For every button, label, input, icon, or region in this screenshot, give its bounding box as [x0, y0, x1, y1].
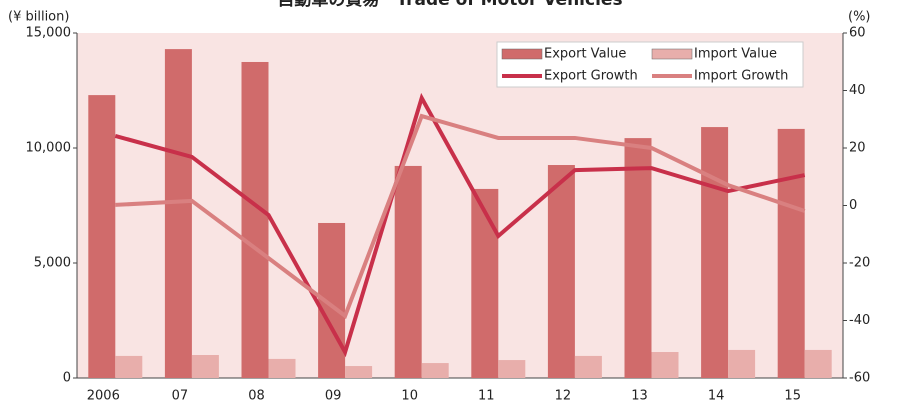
bar: [421, 363, 449, 378]
line: [114, 92, 806, 358]
bar: [268, 358, 296, 378]
x-tick-label: 11: [478, 389, 495, 404]
legend: [496, 41, 804, 88]
bar: [728, 349, 756, 378]
legend-label: Export Growth: [544, 69, 638, 84]
y2-axis-label: (%): [848, 10, 871, 25]
bar: [394, 165, 422, 378]
bar: [241, 61, 269, 378]
x-tick-label: 07: [172, 389, 189, 404]
legend-swatch: [501, 48, 543, 60]
bar: [701, 127, 729, 378]
bar: [624, 138, 652, 378]
y2-tick-label: 20: [849, 141, 866, 156]
y2-tick-label: 0: [849, 198, 857, 213]
y2-tick-label: -20: [849, 256, 870, 271]
bar: [191, 355, 219, 378]
legend-label: Import Growth: [694, 69, 788, 84]
bar: [777, 128, 805, 378]
bar: [804, 349, 832, 378]
bar: [88, 95, 116, 378]
y-tick-label: 10,000: [26, 141, 72, 156]
legend-swatch: [651, 48, 693, 60]
bar: [498, 360, 526, 378]
bar: [547, 165, 575, 378]
legend-label: Import Value: [694, 47, 777, 62]
y-tick-label: 15,000: [26, 26, 72, 41]
bar: [115, 355, 143, 378]
y-axis-label: (¥ billion): [8, 10, 69, 25]
line: [115, 113, 806, 320]
bar: [471, 188, 499, 378]
bar: [345, 366, 373, 378]
x-tick-label: 13: [631, 389, 648, 404]
y2-tick-label: 40: [849, 83, 866, 98]
legend-label: Export Value: [544, 47, 626, 62]
x-tick-label: 08: [248, 389, 265, 404]
chart-title: 自動車の貿易 Trade of Motor Vehicles: [277, 0, 622, 10]
x-tick-label: 12: [555, 389, 572, 404]
y-tick-label: 0: [63, 371, 71, 386]
x-tick-label: 09: [325, 389, 342, 404]
y2-tick-label: -60: [849, 371, 870, 386]
bar: [164, 49, 192, 378]
x-tick-label: 10: [401, 389, 418, 404]
x-tick-label: 14: [708, 389, 725, 404]
bar: [651, 352, 679, 378]
x-tick-label: 2006: [87, 389, 120, 404]
y-tick-label: 5,000: [34, 256, 71, 271]
y2-tick-label: -40: [849, 313, 870, 328]
bar: [574, 355, 602, 378]
y2-tick-label: 60: [849, 26, 866, 41]
x-tick-label: 15: [784, 389, 801, 404]
